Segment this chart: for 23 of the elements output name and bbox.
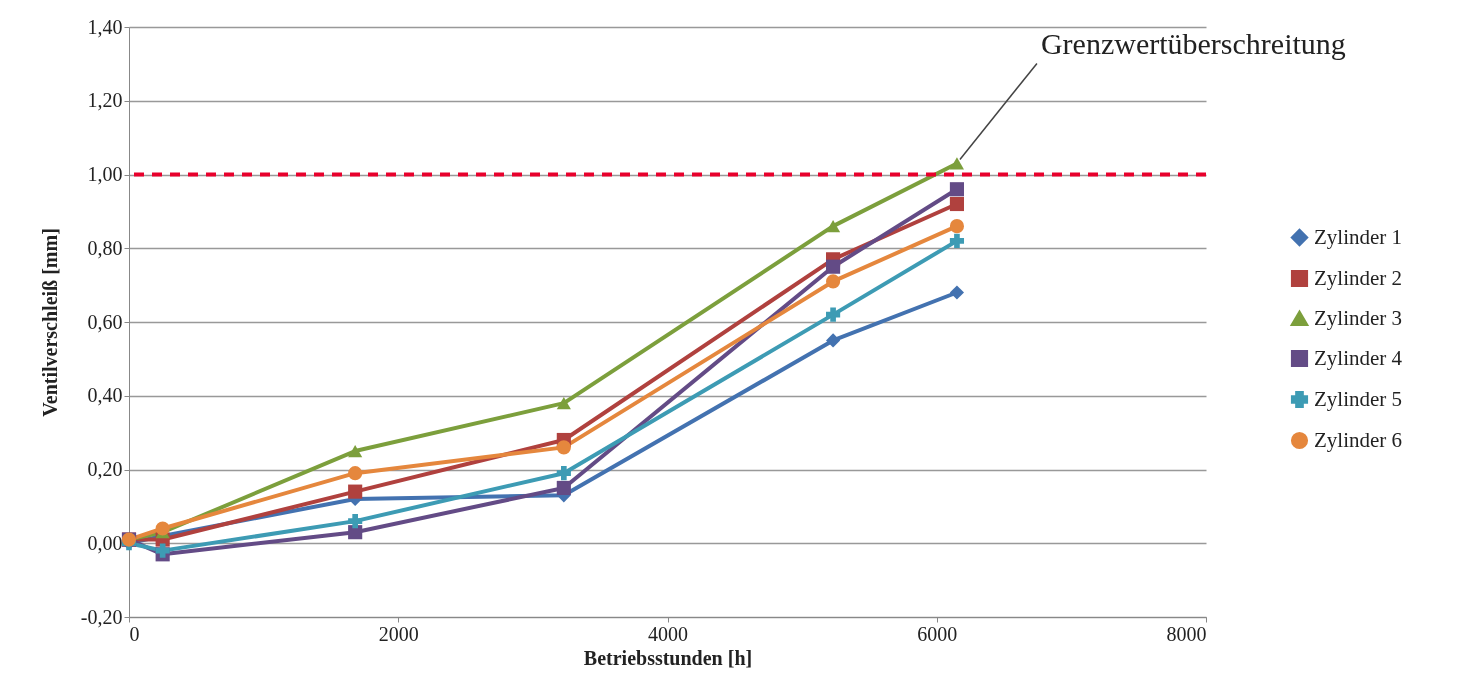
y-tick-label: 1,40: [87, 15, 123, 38]
legend-label: Zylinder 4: [1314, 345, 1403, 370]
legend-label: Zylinder 5: [1314, 386, 1403, 411]
x-tick-label: 2000: [378, 622, 419, 645]
y-tick-label: 0,40: [87, 384, 123, 407]
x-tick-label: 8000: [1166, 622, 1207, 645]
annotation: Grenzwertüberschreitung: [1040, 27, 1346, 61]
y-axis-title: Ventilverschleiß [mm]: [38, 228, 61, 417]
legend-label: Zylinder 3: [1314, 305, 1403, 330]
legend-label: Zylinder 1: [1314, 224, 1403, 249]
y-tick-label: 1,00: [87, 163, 123, 185]
x-tick-label: 6000: [917, 622, 958, 645]
y-tick-label: 1,20: [87, 89, 123, 112]
y-tick-label: 0,20: [87, 458, 123, 480]
y-tick-label: 0,60: [87, 310, 123, 333]
legend-label: Zylinder 6: [1314, 427, 1403, 452]
x-axis-title: Betriebsstunden [h]: [583, 646, 753, 669]
y-tick-label: -0,20: [80, 605, 123, 628]
y-tick-label: 0,00: [87, 531, 123, 554]
y-tick-label: 0,80: [87, 236, 123, 259]
x-tick-label: 4000: [648, 622, 688, 645]
x-tick-label: 0: [129, 622, 140, 645]
legend-label: Zylinder 2: [1314, 265, 1403, 290]
